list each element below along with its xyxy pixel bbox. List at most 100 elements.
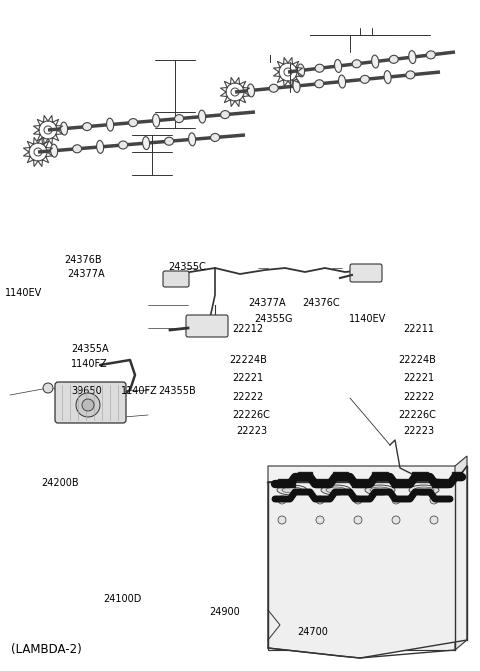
Text: 24100D: 24100D	[103, 594, 142, 603]
Text: 24900: 24900	[209, 607, 240, 617]
Ellipse shape	[338, 75, 346, 88]
Text: 22226C: 22226C	[232, 410, 270, 419]
Ellipse shape	[426, 51, 435, 59]
Polygon shape	[452, 472, 462, 480]
Ellipse shape	[315, 80, 324, 88]
Ellipse shape	[247, 84, 254, 97]
FancyBboxPatch shape	[186, 315, 228, 337]
Text: 22223: 22223	[403, 427, 434, 436]
Ellipse shape	[221, 111, 229, 119]
Ellipse shape	[211, 134, 219, 142]
Text: 22221: 22221	[403, 374, 434, 383]
Ellipse shape	[96, 140, 104, 154]
Text: 24700: 24700	[298, 627, 328, 637]
FancyBboxPatch shape	[350, 264, 382, 282]
FancyBboxPatch shape	[55, 382, 126, 423]
Text: 22221: 22221	[232, 374, 264, 383]
Ellipse shape	[293, 80, 300, 93]
Ellipse shape	[384, 70, 391, 84]
Ellipse shape	[129, 119, 138, 127]
Polygon shape	[392, 479, 408, 487]
Text: 1140FZ: 1140FZ	[71, 360, 108, 369]
Ellipse shape	[409, 485, 439, 495]
Ellipse shape	[406, 71, 415, 79]
Polygon shape	[352, 479, 368, 487]
Ellipse shape	[277, 485, 307, 495]
Ellipse shape	[414, 487, 434, 493]
Text: 22211: 22211	[403, 324, 434, 333]
Text: 24355C: 24355C	[168, 262, 206, 272]
Ellipse shape	[199, 110, 205, 123]
Circle shape	[430, 516, 438, 524]
Ellipse shape	[83, 123, 92, 131]
Ellipse shape	[298, 64, 304, 77]
Ellipse shape	[119, 141, 128, 149]
Circle shape	[43, 383, 53, 393]
Ellipse shape	[72, 145, 82, 153]
Ellipse shape	[335, 60, 342, 72]
Ellipse shape	[107, 118, 114, 131]
Text: 39650: 39650	[71, 386, 102, 396]
Text: 24376C: 24376C	[302, 299, 340, 308]
Ellipse shape	[372, 55, 379, 68]
Ellipse shape	[282, 487, 302, 493]
Circle shape	[82, 399, 94, 411]
Ellipse shape	[360, 75, 369, 83]
Text: 1140FZ: 1140FZ	[121, 386, 158, 396]
Circle shape	[278, 516, 286, 524]
Text: 24376B: 24376B	[64, 255, 101, 264]
Text: 22222: 22222	[403, 393, 434, 402]
Text: 24377A: 24377A	[67, 269, 105, 278]
Ellipse shape	[315, 64, 324, 72]
Circle shape	[316, 496, 324, 504]
Text: (LAMBDA-2): (LAMBDA-2)	[11, 643, 81, 656]
Circle shape	[392, 516, 400, 524]
Polygon shape	[333, 472, 348, 480]
Polygon shape	[268, 482, 455, 650]
Text: 22224B: 22224B	[229, 355, 267, 364]
Ellipse shape	[326, 487, 346, 493]
Circle shape	[76, 393, 100, 417]
Ellipse shape	[165, 138, 174, 145]
Ellipse shape	[389, 55, 398, 63]
Text: 24377A: 24377A	[249, 299, 286, 308]
Ellipse shape	[60, 122, 68, 135]
Text: 24355G: 24355G	[254, 315, 293, 324]
Ellipse shape	[269, 85, 278, 92]
Text: 1140EV: 1140EV	[348, 315, 386, 324]
Polygon shape	[412, 472, 428, 480]
Polygon shape	[298, 472, 312, 480]
Polygon shape	[278, 479, 295, 487]
Ellipse shape	[352, 60, 361, 68]
Circle shape	[392, 496, 400, 504]
Ellipse shape	[321, 485, 351, 495]
Text: 22223: 22223	[236, 427, 267, 436]
Circle shape	[316, 516, 324, 524]
Polygon shape	[268, 466, 467, 658]
Ellipse shape	[50, 144, 58, 157]
Text: 22224B: 22224B	[398, 355, 436, 364]
Circle shape	[354, 516, 362, 524]
Polygon shape	[268, 466, 460, 482]
Text: 22212: 22212	[232, 324, 264, 333]
Text: 24355A: 24355A	[71, 344, 108, 354]
Polygon shape	[455, 456, 467, 650]
Ellipse shape	[365, 485, 395, 495]
Circle shape	[430, 496, 438, 504]
Text: 22222: 22222	[232, 393, 264, 402]
FancyBboxPatch shape	[163, 271, 189, 287]
Ellipse shape	[370, 487, 390, 493]
Ellipse shape	[409, 50, 416, 64]
Circle shape	[278, 496, 286, 504]
Ellipse shape	[143, 137, 150, 150]
Text: 22226C: 22226C	[398, 410, 436, 419]
Ellipse shape	[175, 115, 183, 123]
Text: 24355B: 24355B	[158, 386, 196, 396]
Polygon shape	[315, 479, 330, 487]
Text: 1140EV: 1140EV	[5, 288, 42, 297]
Ellipse shape	[189, 133, 196, 146]
Polygon shape	[372, 472, 388, 480]
Circle shape	[354, 496, 362, 504]
Text: 24200B: 24200B	[41, 478, 78, 488]
Polygon shape	[432, 479, 448, 487]
